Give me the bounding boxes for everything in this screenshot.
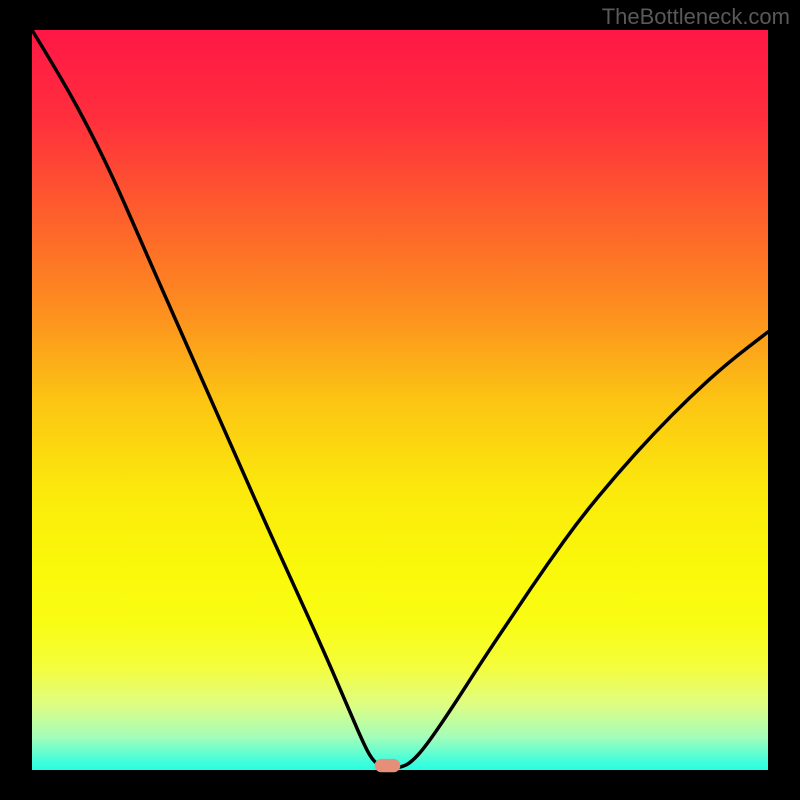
- watermark-text: TheBottleneck.com: [602, 4, 790, 30]
- chart-container: TheBottleneck.com: [0, 0, 800, 800]
- bottleneck-chart: [0, 0, 800, 800]
- gradient-background: [32, 30, 768, 770]
- optimum-marker: [375, 759, 401, 772]
